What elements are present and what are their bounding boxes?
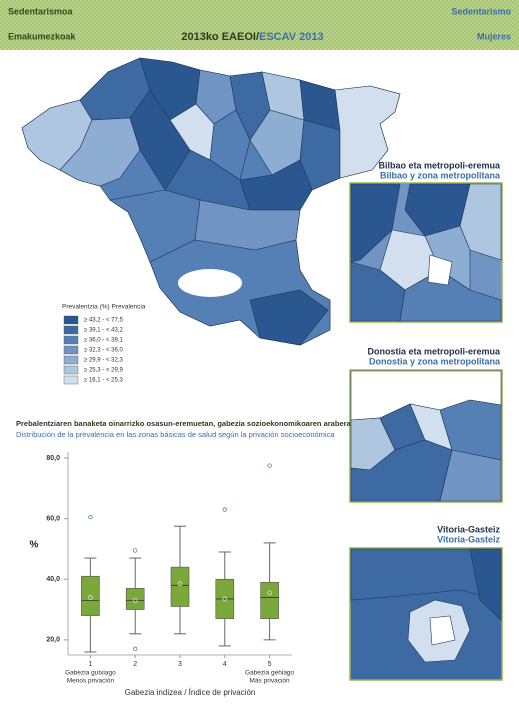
section-subtitle: Distribución de la prevalencia en las zo… xyxy=(16,430,335,439)
inset-title: Vitoria-Gasteiz xyxy=(437,524,500,534)
inset-title: Bilbao eta metropoli-eremua xyxy=(378,160,501,170)
outlier xyxy=(267,463,272,468)
x-tick-sublabel: Gabezia gutxiago xyxy=(65,670,116,677)
box-chart: 20,0 40,0 60,0 80,0% Gabezia indizea / Índic… xyxy=(30,452,295,697)
outlier xyxy=(133,646,138,652)
legend-swatch xyxy=(63,335,79,345)
x-tick-label: 4 xyxy=(223,661,227,668)
legend-swatch xyxy=(63,375,79,385)
mean xyxy=(88,595,93,600)
y-tick-label: 40,0 xyxy=(46,576,60,583)
legend-label: ≥ 36,0 - < 39,1 xyxy=(84,338,123,344)
legend-label: ≥ 25,3 - < 29,9 xyxy=(84,368,123,374)
legend-label: ≥ 43,2 - < 77,5 xyxy=(84,318,123,324)
legend-label: ≥ 32,3 - < 36,0 xyxy=(84,348,123,354)
legend-swatch xyxy=(63,365,79,375)
box xyxy=(125,588,145,610)
mean xyxy=(132,598,138,603)
mean xyxy=(177,581,183,587)
inset-subtitle: Donostia y zona metropolitana xyxy=(369,356,501,366)
legend-title: Prevalentzia (%) Prevalencia xyxy=(62,304,146,311)
x-axis-label: Gabezia indizea / Índice de privación xyxy=(125,688,256,697)
main-map xyxy=(21,57,401,346)
inset-subtitle: Bilbao y zona metropolitana xyxy=(380,170,501,180)
legend-label: ≥ 39,1 - < 43,2 xyxy=(84,328,123,334)
header-title-blue: ESCAV 2013 xyxy=(259,31,324,43)
y-axis-label: % xyxy=(30,540,39,551)
mean xyxy=(222,596,228,602)
inset-map-bilbao xyxy=(349,182,503,323)
header-band xyxy=(0,0,519,50)
header-title: 2013ko EAEOI/ xyxy=(181,31,259,43)
legend-swatch xyxy=(63,345,79,355)
x-tick-label: 1 xyxy=(88,661,92,668)
x-tick-label: 2 xyxy=(133,661,137,668)
x-tick-label: 3 xyxy=(178,661,182,668)
y-tick-label: 80,0 xyxy=(46,455,60,462)
section-title: Prebalentziaren banaketa oinarrizko osas… xyxy=(16,419,352,428)
y-tick-label: 60,0 xyxy=(46,516,60,523)
inset-title: Donostia eta metropoli-eremua xyxy=(367,346,501,356)
x-tick-sublabel: Más privación xyxy=(250,678,290,685)
y-tick-label: 20,0 xyxy=(46,637,60,644)
legend-swatch xyxy=(63,315,79,325)
box xyxy=(170,566,190,607)
outlier xyxy=(133,548,138,553)
inset-subtitle: Vitoria-Gasteiz xyxy=(437,534,500,544)
x-tick-sublabel: Menos privación xyxy=(67,678,115,685)
header-left-top: Sedentarismoa xyxy=(8,6,74,16)
inset-map-donostia xyxy=(349,369,503,503)
x-tick-label: 5 xyxy=(268,661,272,668)
header-left-bottom: Emakumezkoak xyxy=(8,31,77,41)
box xyxy=(260,581,279,619)
legend-label: ≥ 16,1 - < 25,3 xyxy=(84,378,123,384)
mean xyxy=(267,590,273,596)
x-tick-sublabel: Gabezia gehiago xyxy=(245,670,295,677)
header-right-bottom: Mujeres xyxy=(477,31,511,41)
outlier xyxy=(88,514,93,520)
box xyxy=(81,575,100,616)
header-right-top: Sedentarismo xyxy=(451,6,511,16)
outlier xyxy=(222,507,227,512)
legend: ≥ 43,2 - < 77,5 ≥ 39,1 - < 43,2 ≥ 36,0 - <… xyxy=(63,315,123,385)
inset-map-vitoria xyxy=(349,547,503,681)
legend-swatch xyxy=(63,325,79,335)
legend-swatch xyxy=(63,355,79,365)
legend-label: ≥ 29,9 - < 32,3 xyxy=(84,358,123,364)
